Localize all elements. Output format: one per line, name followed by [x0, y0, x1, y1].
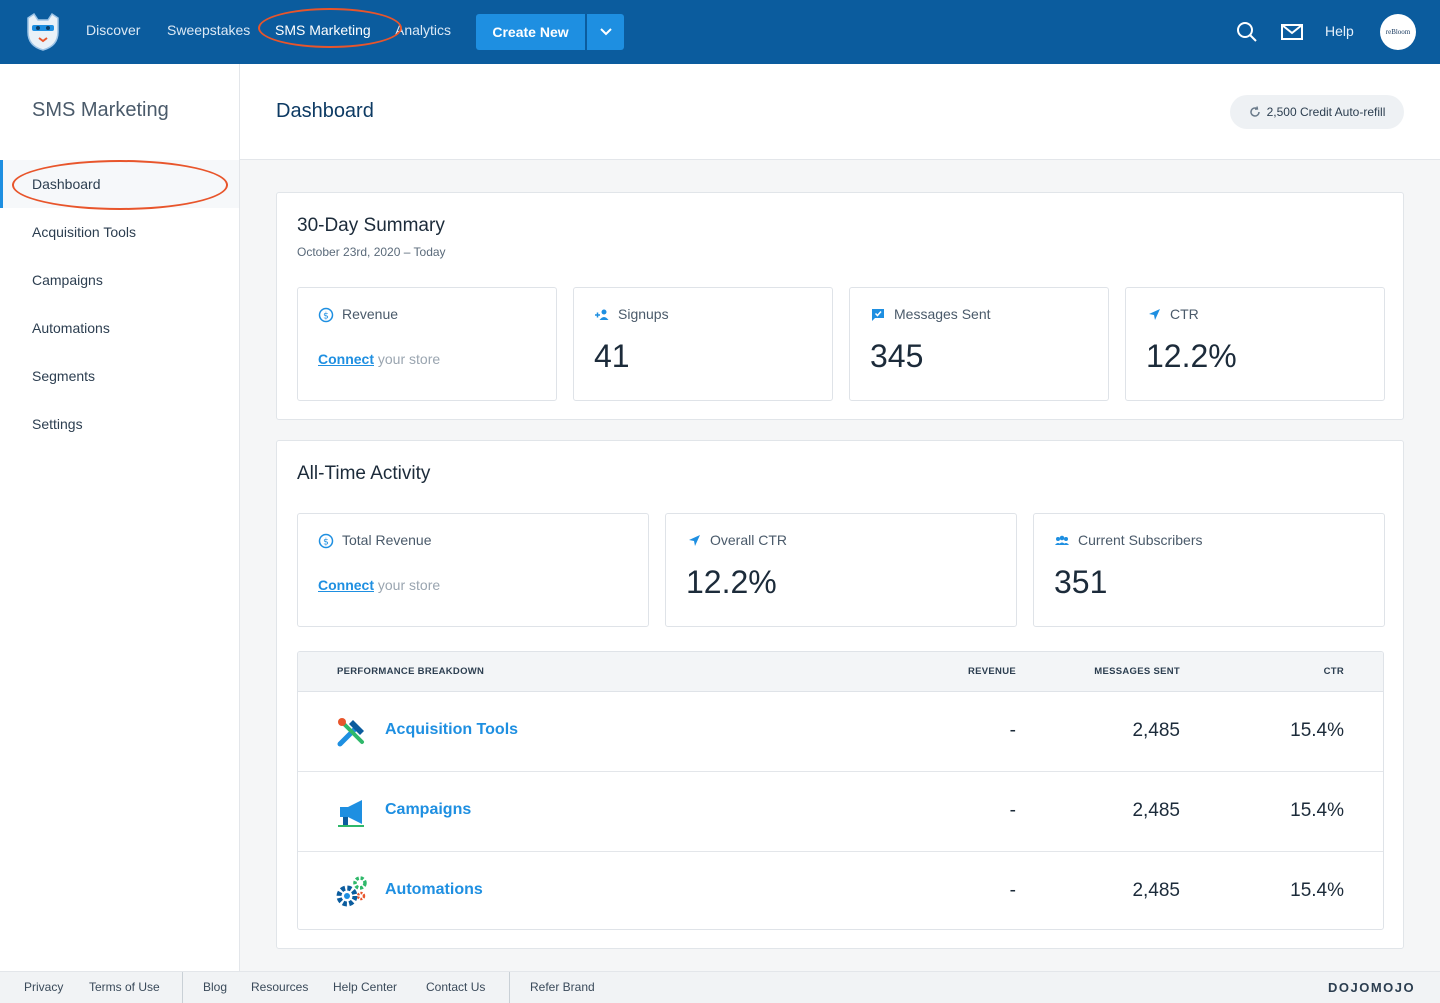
alltime-title: All-Time Activity	[297, 463, 431, 484]
avatar[interactable]: reBloom	[1380, 14, 1416, 50]
row-revenue: -	[1009, 720, 1016, 741]
footer-blog[interactable]: Blog	[203, 980, 228, 994]
col-revenue: REVENUE	[967, 666, 1016, 677]
help-link[interactable]: Help	[1325, 23, 1354, 39]
create-new-dropdown[interactable]	[587, 14, 624, 50]
col-performance-breakdown: PERFORMANCE BREAKDOWN	[337, 666, 485, 677]
footer-contact[interactable]: Contact Us	[426, 980, 486, 994]
subscribers-label: Current Subscribers	[1078, 532, 1203, 548]
row-messages: 2,485	[1132, 720, 1180, 741]
summary-panel: 30-Day Summary October 23rd, 2020 – Toda…	[276, 192, 1404, 420]
total-revenue-card: $ Total Revenue Connect your store	[297, 513, 649, 627]
footer-privacy[interactable]: Privacy	[24, 980, 64, 994]
signups-card: Signups 41	[573, 287, 833, 401]
footer-refer-brand[interactable]: Refer Brand	[530, 980, 595, 994]
col-messages-sent: MESSAGES SENT	[1094, 666, 1180, 677]
mail-icon[interactable]	[1280, 20, 1304, 44]
dollar-icon: $	[318, 307, 334, 323]
signups-label: Signups	[618, 306, 669, 322]
footer-help-center[interactable]: Help Center	[333, 980, 398, 994]
users-group-icon	[1055, 535, 1069, 545]
sidebar-item-campaigns[interactable]: Campaigns	[32, 272, 103, 288]
summary-date-range: October 23rd, 2020 – Today	[297, 245, 446, 259]
table-row: Campaigns - 2,485 15.4%	[298, 772, 1383, 852]
sidebar-title: SMS Marketing	[32, 99, 169, 121]
messages-label: Messages Sent	[894, 306, 991, 322]
row-ctr: 15.4%	[1290, 720, 1344, 741]
top-navbar: Discover Sweepstakes SMS Marketing Analy…	[0, 0, 1440, 64]
cursor-arrow-icon	[689, 535, 700, 546]
sidebar-item-segments[interactable]: Segments	[32, 368, 96, 384]
overall-ctr-label: Overall CTR	[710, 532, 788, 548]
credit-label: 2,500 Credit Auto-refill	[1266, 105, 1386, 119]
subscribers-card: Current Subscribers 351	[1033, 513, 1385, 627]
create-new-button[interactable]: Create New	[476, 14, 585, 50]
row-name-campaigns[interactable]: Campaigns	[385, 801, 472, 818]
footer-divider	[182, 972, 183, 1003]
tiger-logo-icon[interactable]	[24, 12, 62, 52]
ctr-card: CTR 12.2%	[1125, 287, 1385, 401]
nav-discover[interactable]: Discover	[86, 22, 141, 38]
row-name-acquisition-tools[interactable]: Acquisition Tools	[385, 721, 519, 738]
dollar-icon: $	[318, 533, 334, 549]
search-icon[interactable]	[1235, 20, 1259, 44]
megaphone-icon	[338, 800, 364, 827]
ctr-label: CTR	[1170, 306, 1199, 322]
alltime-panel: All-Time Activity $ Total Revenue Connec…	[276, 440, 1404, 949]
overall-ctr-value: 12.2%	[686, 564, 777, 600]
footer-divider	[509, 972, 510, 1003]
row-ctr: 15.4%	[1290, 880, 1344, 901]
row-messages: 2,485	[1132, 880, 1180, 901]
connect-store-text: Connect your store	[318, 577, 441, 593]
table-row: Acquisition Tools - 2,485 15.4%	[298, 692, 1383, 772]
subscribers-value: 351	[1054, 564, 1108, 600]
messages-card: Messages Sent 345	[849, 287, 1109, 401]
footer-terms[interactable]: Terms of Use	[89, 980, 160, 994]
revenue-card: $ Revenue Connect your store	[297, 287, 557, 401]
footer-brand-logo: DOJOMOJO	[1328, 980, 1416, 995]
connect-store-text: Connect your store	[318, 351, 441, 367]
add-user-icon	[595, 309, 609, 320]
table-header: PERFORMANCE BREAKDOWN REVENUE MESSAGES S…	[298, 652, 1383, 692]
refresh-icon	[1249, 106, 1260, 117]
footer: Privacy Terms of Use Blog Resources Help…	[0, 971, 1440, 1003]
overall-ctr-card: Overall CTR 12.2%	[665, 513, 1017, 627]
page-header: Dashboard 2,500 Credit Auto-refill	[240, 64, 1440, 160]
row-messages: 2,485	[1132, 800, 1180, 821]
nav-analytics[interactable]: Analytics	[395, 22, 452, 38]
svg-text:$: $	[323, 312, 329, 322]
svg-text:$: $	[323, 538, 329, 548]
ctr-value: 12.2%	[1146, 338, 1237, 374]
footer-resources[interactable]: Resources	[251, 980, 309, 994]
nav-sweepstakes[interactable]: Sweepstakes	[167, 22, 251, 38]
page-title: Dashboard	[276, 100, 374, 122]
sidebar-item-acquisition-tools[interactable]: Acquisition Tools	[32, 224, 137, 240]
nav-sms-marketing[interactable]: SMS Marketing	[275, 22, 371, 38]
total-revenue-label: Total Revenue	[342, 532, 432, 548]
revenue-label: Revenue	[342, 306, 399, 322]
summary-title: 30-Day Summary	[297, 215, 445, 236]
signups-value: 41	[594, 338, 630, 374]
cursor-arrow-icon	[1149, 309, 1160, 320]
credit-autorefill-badge[interactable]: 2,500 Credit Auto-refill	[1230, 95, 1404, 129]
connect-store-link[interactable]: Connect	[318, 351, 374, 367]
row-ctr: 15.4%	[1290, 800, 1344, 821]
table-row: Automations - 2,485 15.4%	[298, 852, 1383, 929]
sidebar-item-dashboard[interactable]: Dashboard	[0, 160, 239, 208]
sidebar: SMS Marketing Dashboard Acquisition Tool…	[0, 64, 240, 971]
performance-table: PERFORMANCE BREAKDOWN REVENUE MESSAGES S…	[297, 651, 1384, 930]
col-ctr: CTR	[1323, 666, 1344, 677]
connect-store-link[interactable]: Connect	[318, 577, 374, 593]
chevron-down-icon	[599, 28, 612, 36]
row-name-automations[interactable]: Automations	[385, 881, 483, 898]
messages-value: 345	[870, 338, 924, 374]
message-check-icon	[872, 309, 884, 321]
row-revenue: -	[1009, 800, 1016, 821]
sidebar-item-automations[interactable]: Automations	[32, 320, 110, 336]
tools-icon	[337, 718, 364, 747]
row-revenue: -	[1009, 880, 1016, 901]
gears-icon	[336, 876, 367, 907]
sidebar-item-settings[interactable]: Settings	[32, 416, 83, 432]
